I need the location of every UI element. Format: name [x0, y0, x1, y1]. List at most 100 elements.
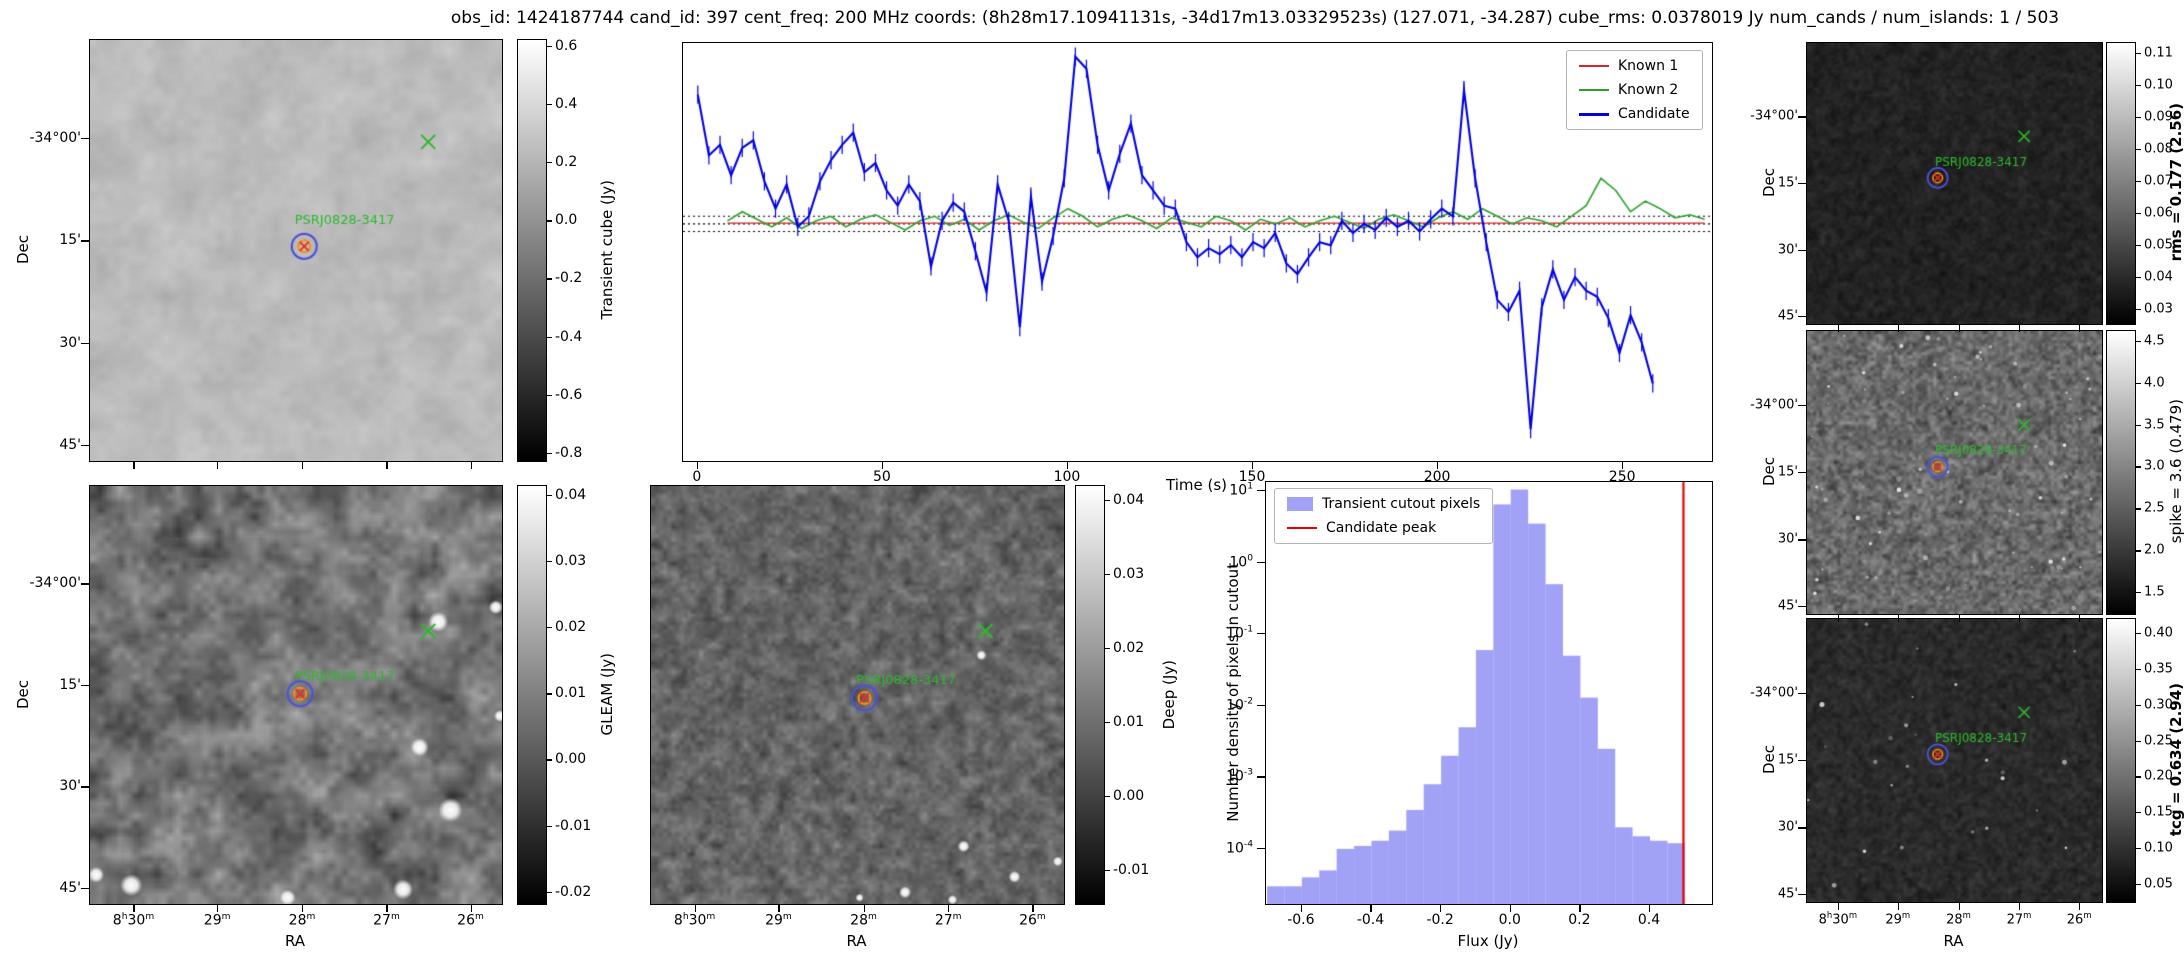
lightcurve-panel: [682, 42, 1713, 462]
tick-mark: [1798, 692, 1806, 695]
tick-mark: [1257, 776, 1265, 778]
colorbar-tick-label: 0.6: [555, 37, 578, 54]
lightcurve-canvas: [683, 43, 1712, 461]
ra-tick-label: 29m: [765, 912, 792, 929]
tick-mark: [546, 336, 552, 338]
colorbar-tick-label: 0.0: [555, 212, 578, 229]
tick-mark: [1370, 904, 1372, 912]
time-tick-label: 0: [692, 469, 702, 485]
colorbar-tick-label: 0.4: [555, 96, 578, 113]
tick-mark: [2135, 117, 2141, 119]
candidate-legend-label: Candidate: [1618, 106, 1690, 122]
tick-mark: [1958, 902, 1960, 910]
tick-mark: [2135, 633, 2141, 635]
tick-mark: [1257, 490, 1265, 492]
tick-mark: [2135, 53, 2141, 55]
dec-tick-label: 45': [1777, 308, 1798, 324]
colorbar-tick-label: -0.01: [1113, 861, 1150, 878]
tick-mark: [546, 693, 552, 695]
colorbar-tick-label: 0.20: [2144, 768, 2173, 784]
candidate-peak-legend-line: [1287, 527, 1317, 529]
tick-mark: [1798, 827, 1806, 829]
tick-mark: [778, 904, 780, 912]
tick-mark: [470, 461, 472, 469]
colorbar-tick-label: 0.01: [555, 685, 587, 702]
density-tick-label: 10-4: [1226, 839, 1253, 857]
tick-mark: [1104, 795, 1110, 798]
tick-mark: [1252, 461, 1254, 469]
density-tick-label: 10-2: [1226, 696, 1253, 714]
dec-tick-label: 15': [1777, 752, 1798, 767]
colorbar-tick-label: 0.02: [1113, 639, 1145, 656]
tick-mark: [2135, 180, 2141, 183]
tick-mark: [2135, 740, 2141, 742]
colorbar-tick-label: 0.03: [555, 553, 587, 570]
tick-mark: [2135, 776, 2141, 778]
tick-mark: [863, 904, 865, 912]
tick-mark: [1958, 324, 1960, 332]
deep-cutout-image: [651, 486, 1064, 904]
tick-mark: [2135, 382, 2141, 385]
ra-tick-label: 29m: [1885, 910, 1911, 928]
tick-mark: [1257, 561, 1265, 563]
tick-mark: [2135, 276, 2141, 278]
tick-mark: [470, 904, 472, 912]
known2-legend-label: Known 2: [1618, 82, 1679, 98]
tick-mark: [1798, 759, 1806, 761]
tick-mark: [2135, 308, 2141, 310]
tick-mark: [1066, 461, 1069, 469]
dec-tick-label: 45': [59, 436, 81, 453]
dec-tick-label: 45': [59, 879, 81, 896]
tick-mark: [1897, 614, 1900, 622]
dec-tick-label: -34°00': [1750, 397, 1798, 413]
histogram-canvas: [1266, 482, 1712, 904]
legend-row-candidate: Candidate: [1579, 106, 1690, 122]
tick-mark: [1622, 461, 1624, 469]
tick-mark: [302, 904, 304, 912]
legend-row-known1: Known 1: [1579, 58, 1690, 74]
colorbar-tick-label: 0.08: [2144, 141, 2173, 157]
transient-cutout-panel: [89, 39, 503, 462]
tick-mark: [81, 887, 89, 890]
tick-mark: [696, 461, 699, 469]
tick-mark: [1798, 249, 1806, 252]
tick-mark: [2135, 85, 2141, 87]
tick-mark: [694, 904, 696, 912]
tick-mark: [1837, 902, 1840, 910]
tick-mark: [546, 162, 552, 164]
time-tick-label: 200: [1423, 469, 1451, 485]
colorbar-tick-label: 0.02: [555, 619, 587, 636]
tick-mark: [2018, 902, 2021, 910]
rms-cutout-panel: [1806, 42, 2103, 325]
colorbar-tick-label: 0.35: [2144, 661, 2173, 677]
tick-mark: [546, 627, 552, 629]
colorbar-tick-label: 0.09: [2144, 109, 2173, 125]
tick-mark: [81, 137, 89, 140]
colorbar-tick-label: 0.01: [1113, 713, 1145, 730]
colorbar-tick-label: 0.03: [1113, 565, 1145, 582]
ra-tick-label: 27m: [2006, 910, 2032, 928]
tick-mark: [386, 461, 388, 469]
tick-mark: [2135, 148, 2141, 151]
tick-mark: [81, 444, 89, 447]
colorbar-tick-label: 0.04: [1113, 491, 1145, 508]
tick-mark: [1897, 902, 1900, 910]
dec-tick-label: -34°00': [29, 575, 81, 592]
colorbar-tick-label: 4.5: [2144, 333, 2165, 349]
tcg-colorbar: [2106, 618, 2136, 903]
histogram-legend: Transient cutout pixels Candidate peak: [1274, 488, 1494, 544]
dec-tick-label: 30': [59, 334, 81, 351]
colorbar-tick-label: -0.4: [555, 328, 583, 345]
tick-mark: [81, 240, 89, 242]
ra-tick-label: 27m: [934, 912, 962, 929]
density-tick-label: 10-1: [1226, 624, 1253, 642]
time-tick-label: 150: [1238, 469, 1266, 485]
tick-mark: [81, 342, 89, 344]
colorbar-tick-label: -0.01: [555, 817, 592, 834]
tick-mark: [2135, 244, 2141, 247]
colorbar-tick-label: 0.05: [2144, 237, 2173, 253]
colorbar-tick-label: -0.6: [555, 386, 583, 403]
gleam-colorbar-label: GLEAM (Jy): [598, 653, 616, 736]
tick-mark: [1257, 847, 1265, 850]
